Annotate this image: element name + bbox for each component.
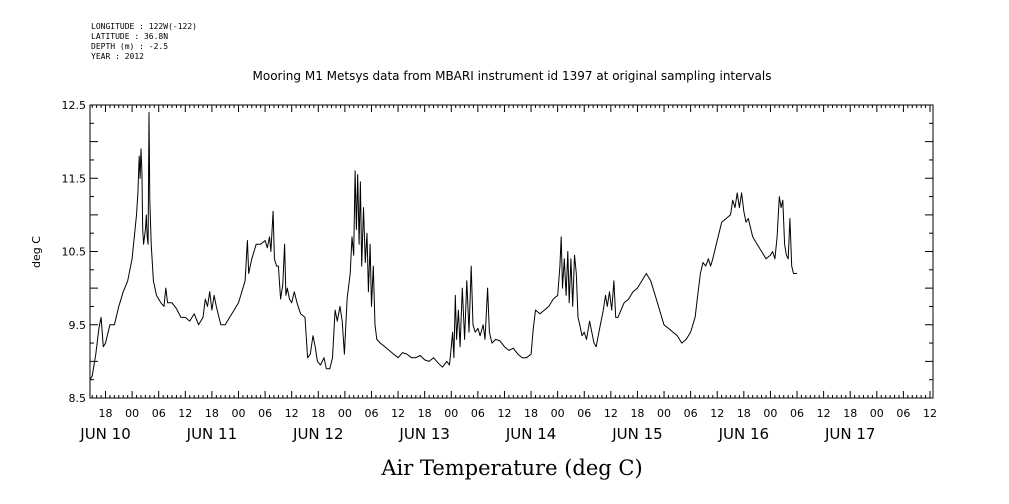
x-hour-label: 12	[710, 407, 724, 420]
y-tick-label: 8.5	[69, 392, 87, 405]
x-hour-label: 18	[418, 407, 432, 420]
x-hour-label: 12	[604, 407, 618, 420]
x-day-label: JUN 15	[611, 425, 662, 443]
x-hour-label: 06	[896, 407, 910, 420]
y-tick-label: 9.5	[69, 319, 87, 332]
x-hour-label: 00	[125, 407, 139, 420]
meta-block: LONGITUDE : 122W(-122) LATITUDE : 36.8N …	[91, 22, 197, 61]
x-hour-label: 06	[790, 407, 804, 420]
y-axis-label: deg C	[30, 236, 43, 268]
x-day-label: JUN 14	[505, 425, 556, 443]
y-axis: 8.5 9.5 10.5 11.5 12.5	[62, 99, 933, 405]
x-hour-label: 00	[551, 407, 565, 420]
x-hour-label: 06	[684, 407, 698, 420]
x-hour-label: 18	[737, 407, 751, 420]
x-day-label: JUN 13	[398, 425, 449, 443]
chart-title: Mooring M1 Metsys data from MBARI instru…	[253, 69, 772, 83]
meta-latitude: LATITUDE : 36.8N	[91, 32, 168, 41]
x-hour-label: 06	[364, 407, 378, 420]
x-hour-label: 18	[843, 407, 857, 420]
y-tick-label: 10.5	[62, 246, 87, 259]
x-hour-label: 00	[870, 407, 884, 420]
x-hour-label: 06	[471, 407, 485, 420]
x-day-label: JUN 16	[718, 425, 769, 443]
meta-longitude: LONGITUDE : 122W(-122)	[91, 22, 197, 31]
meta-depth: DEPTH (m) : -2.5	[91, 42, 168, 51]
x-hour-label: 12	[178, 407, 192, 420]
x-hour-label: 12	[285, 407, 299, 420]
y-tick-label: 11.5	[62, 172, 87, 185]
x-hour-label: 00	[338, 407, 352, 420]
x-hour-label: 06	[152, 407, 166, 420]
x-hour-label: 00	[657, 407, 671, 420]
x-hour-label: 12	[391, 407, 405, 420]
x-hour-label: 06	[258, 407, 272, 420]
x-axis: 18 00 06 12 18 00 06 12 18 00 06 12 18 00 06 12 18 00 06 12…	[79, 105, 937, 443]
x-hour-label: 12	[817, 407, 831, 420]
x-day-label: JUN 12	[292, 425, 343, 443]
x-hour-label: 12	[497, 407, 511, 420]
x-hour-label: 18	[99, 407, 113, 420]
x-axis-label: Air Temperature (deg C)	[380, 456, 642, 480]
x-hour-label: 12	[923, 407, 937, 420]
series-layer	[89, 111, 797, 380]
x-hour-label: 00	[231, 407, 245, 420]
x-hour-label: 18	[311, 407, 325, 420]
x-hour-label: 00	[444, 407, 458, 420]
x-day-label: JUN 17	[824, 425, 875, 443]
series-line-air-temperature	[89, 111, 797, 380]
x-day-label: JUN 11	[186, 425, 237, 443]
x-hour-label: 18	[630, 407, 644, 420]
meta-year: YEAR : 2012	[91, 52, 144, 61]
x-hour-label: 06	[577, 407, 591, 420]
x-day-label: JUN 10	[79, 425, 130, 443]
plot-frame	[89, 104, 934, 399]
x-hour-label: 18	[205, 407, 219, 420]
x-hour-label: 18	[524, 407, 538, 420]
y-tick-label: 12.5	[62, 99, 87, 112]
x-hour-label: 00	[763, 407, 777, 420]
